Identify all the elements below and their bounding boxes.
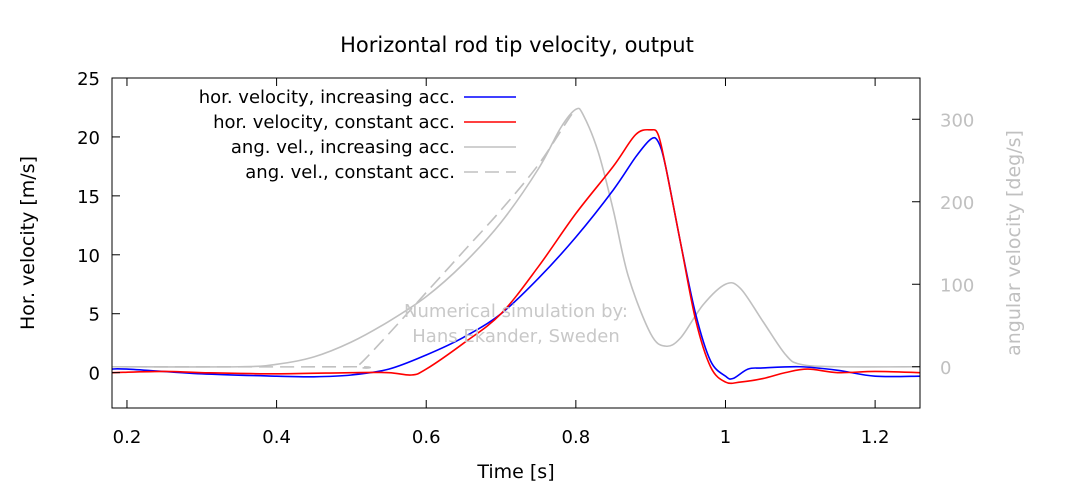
x-tick-label: 0.2 [113,427,142,448]
y2-tick-label: 0 [940,358,951,379]
y-tick-label: 20 [77,128,100,149]
annotation-line-2: Hans Ekander, Sweden [412,326,619,347]
y2-tick-label: 100 [940,275,974,296]
series-layer [111,107,921,385]
series-line-2 [111,128,921,385]
x-tick-label: 0.4 [262,427,291,448]
chart-title: Horizontal rod tip velocity, output [340,33,694,57]
x-axis-label: Time [s] [476,461,554,483]
legend-label-2: hor. velocity, constant acc. [213,112,455,133]
y-tick-label: 0 [89,364,100,385]
series-line-4 [111,108,577,369]
legend-label-1: hor. velocity, increasing acc. [199,87,455,108]
annotation: Numerical simulation by: Hans Ekander, S… [404,301,628,347]
legend: hor. velocity, increasing acc. hor. veloc… [199,87,516,183]
x-tick-label: 1 [720,427,731,448]
series-line-1 [111,136,921,380]
y-tick-label: 25 [77,69,100,90]
annotation-line-1: Numerical simulation by: [404,301,628,322]
plot-frame [111,77,921,409]
y2-axis-label: angular velocity [deg/s] [1003,130,1025,356]
y2-axis-ticks: 0 100 200 300 [912,110,974,379]
x-tick-label: 0.8 [562,427,591,448]
y-tick-label: 15 [77,187,100,208]
legend-label-4: ang. vel., constant acc. [245,162,455,183]
series-line-3 [111,107,921,368]
y-tick-label: 10 [77,246,100,267]
y2-tick-label: 200 [940,193,974,214]
y2-tick-label: 300 [940,110,974,131]
y-tick-label: 5 [89,305,100,326]
x-tick-label: 1.2 [861,427,890,448]
y-axis-ticks: 0 5 10 15 20 25 [77,69,120,385]
x-axis-ticks: 0.2 0.4 0.6 0.8 1 1.2 [113,78,890,448]
legend-label-3: ang. vel., increasing acc. [231,137,455,158]
x-tick-label: 0.6 [412,427,441,448]
y-axis-label: Hor. velocity [m/s] [17,156,39,330]
